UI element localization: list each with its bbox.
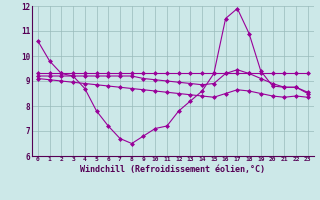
X-axis label: Windchill (Refroidissement éolien,°C): Windchill (Refroidissement éolien,°C) <box>80 165 265 174</box>
